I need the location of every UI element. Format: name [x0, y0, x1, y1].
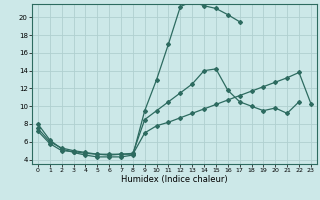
X-axis label: Humidex (Indice chaleur): Humidex (Indice chaleur) [121, 175, 228, 184]
